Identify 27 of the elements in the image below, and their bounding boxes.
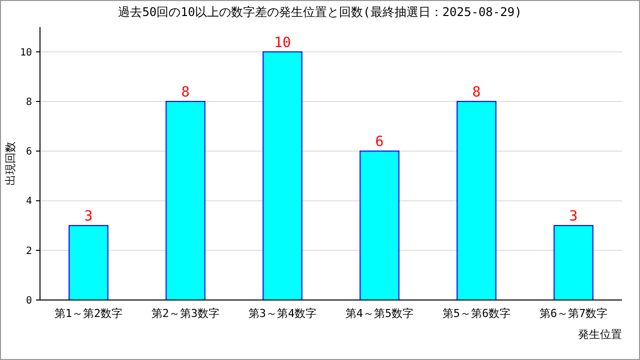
bar bbox=[262, 51, 302, 300]
bar bbox=[456, 100, 496, 300]
y-axis-title: 出現回数 bbox=[4, 142, 17, 186]
bar bbox=[360, 150, 400, 300]
x-axis-title: 発生位置 bbox=[578, 328, 622, 341]
x-tick-label: 第4～第5数字 bbox=[345, 307, 414, 320]
y-tick-label: 0 bbox=[26, 296, 32, 306]
y-tick-label: 4 bbox=[26, 196, 32, 208]
x-tick-label: 第3～第4数字 bbox=[248, 307, 317, 320]
y-tick-label: 6 bbox=[26, 146, 32, 158]
x-tick-label: 第5～第6数字 bbox=[442, 307, 511, 320]
data-label: 3 bbox=[84, 208, 93, 225]
data-label: 8 bbox=[472, 84, 481, 100]
y-tick-label: 8 bbox=[26, 96, 32, 108]
x-tick-label: 第1～第2数字 bbox=[54, 307, 123, 320]
data-label: 10 bbox=[274, 34, 291, 51]
bar bbox=[554, 225, 594, 300]
x-tick-label: 第2～第3数字 bbox=[151, 307, 220, 320]
y-tick-label: 2 bbox=[26, 246, 32, 257]
data-label: 3 bbox=[569, 208, 578, 225]
bar bbox=[166, 100, 206, 300]
data-label: 8 bbox=[181, 84, 190, 100]
chart-title: 過去50回の10以上の数字差の発生位置と回数(最終抽選日：2025-08-29) bbox=[118, 5, 522, 19]
data-label: 6 bbox=[375, 134, 384, 150]
x-tick-label: 第6～第7数字 bbox=[539, 307, 608, 320]
y-tick-label: 10 bbox=[20, 47, 32, 58]
bar bbox=[68, 225, 108, 300]
